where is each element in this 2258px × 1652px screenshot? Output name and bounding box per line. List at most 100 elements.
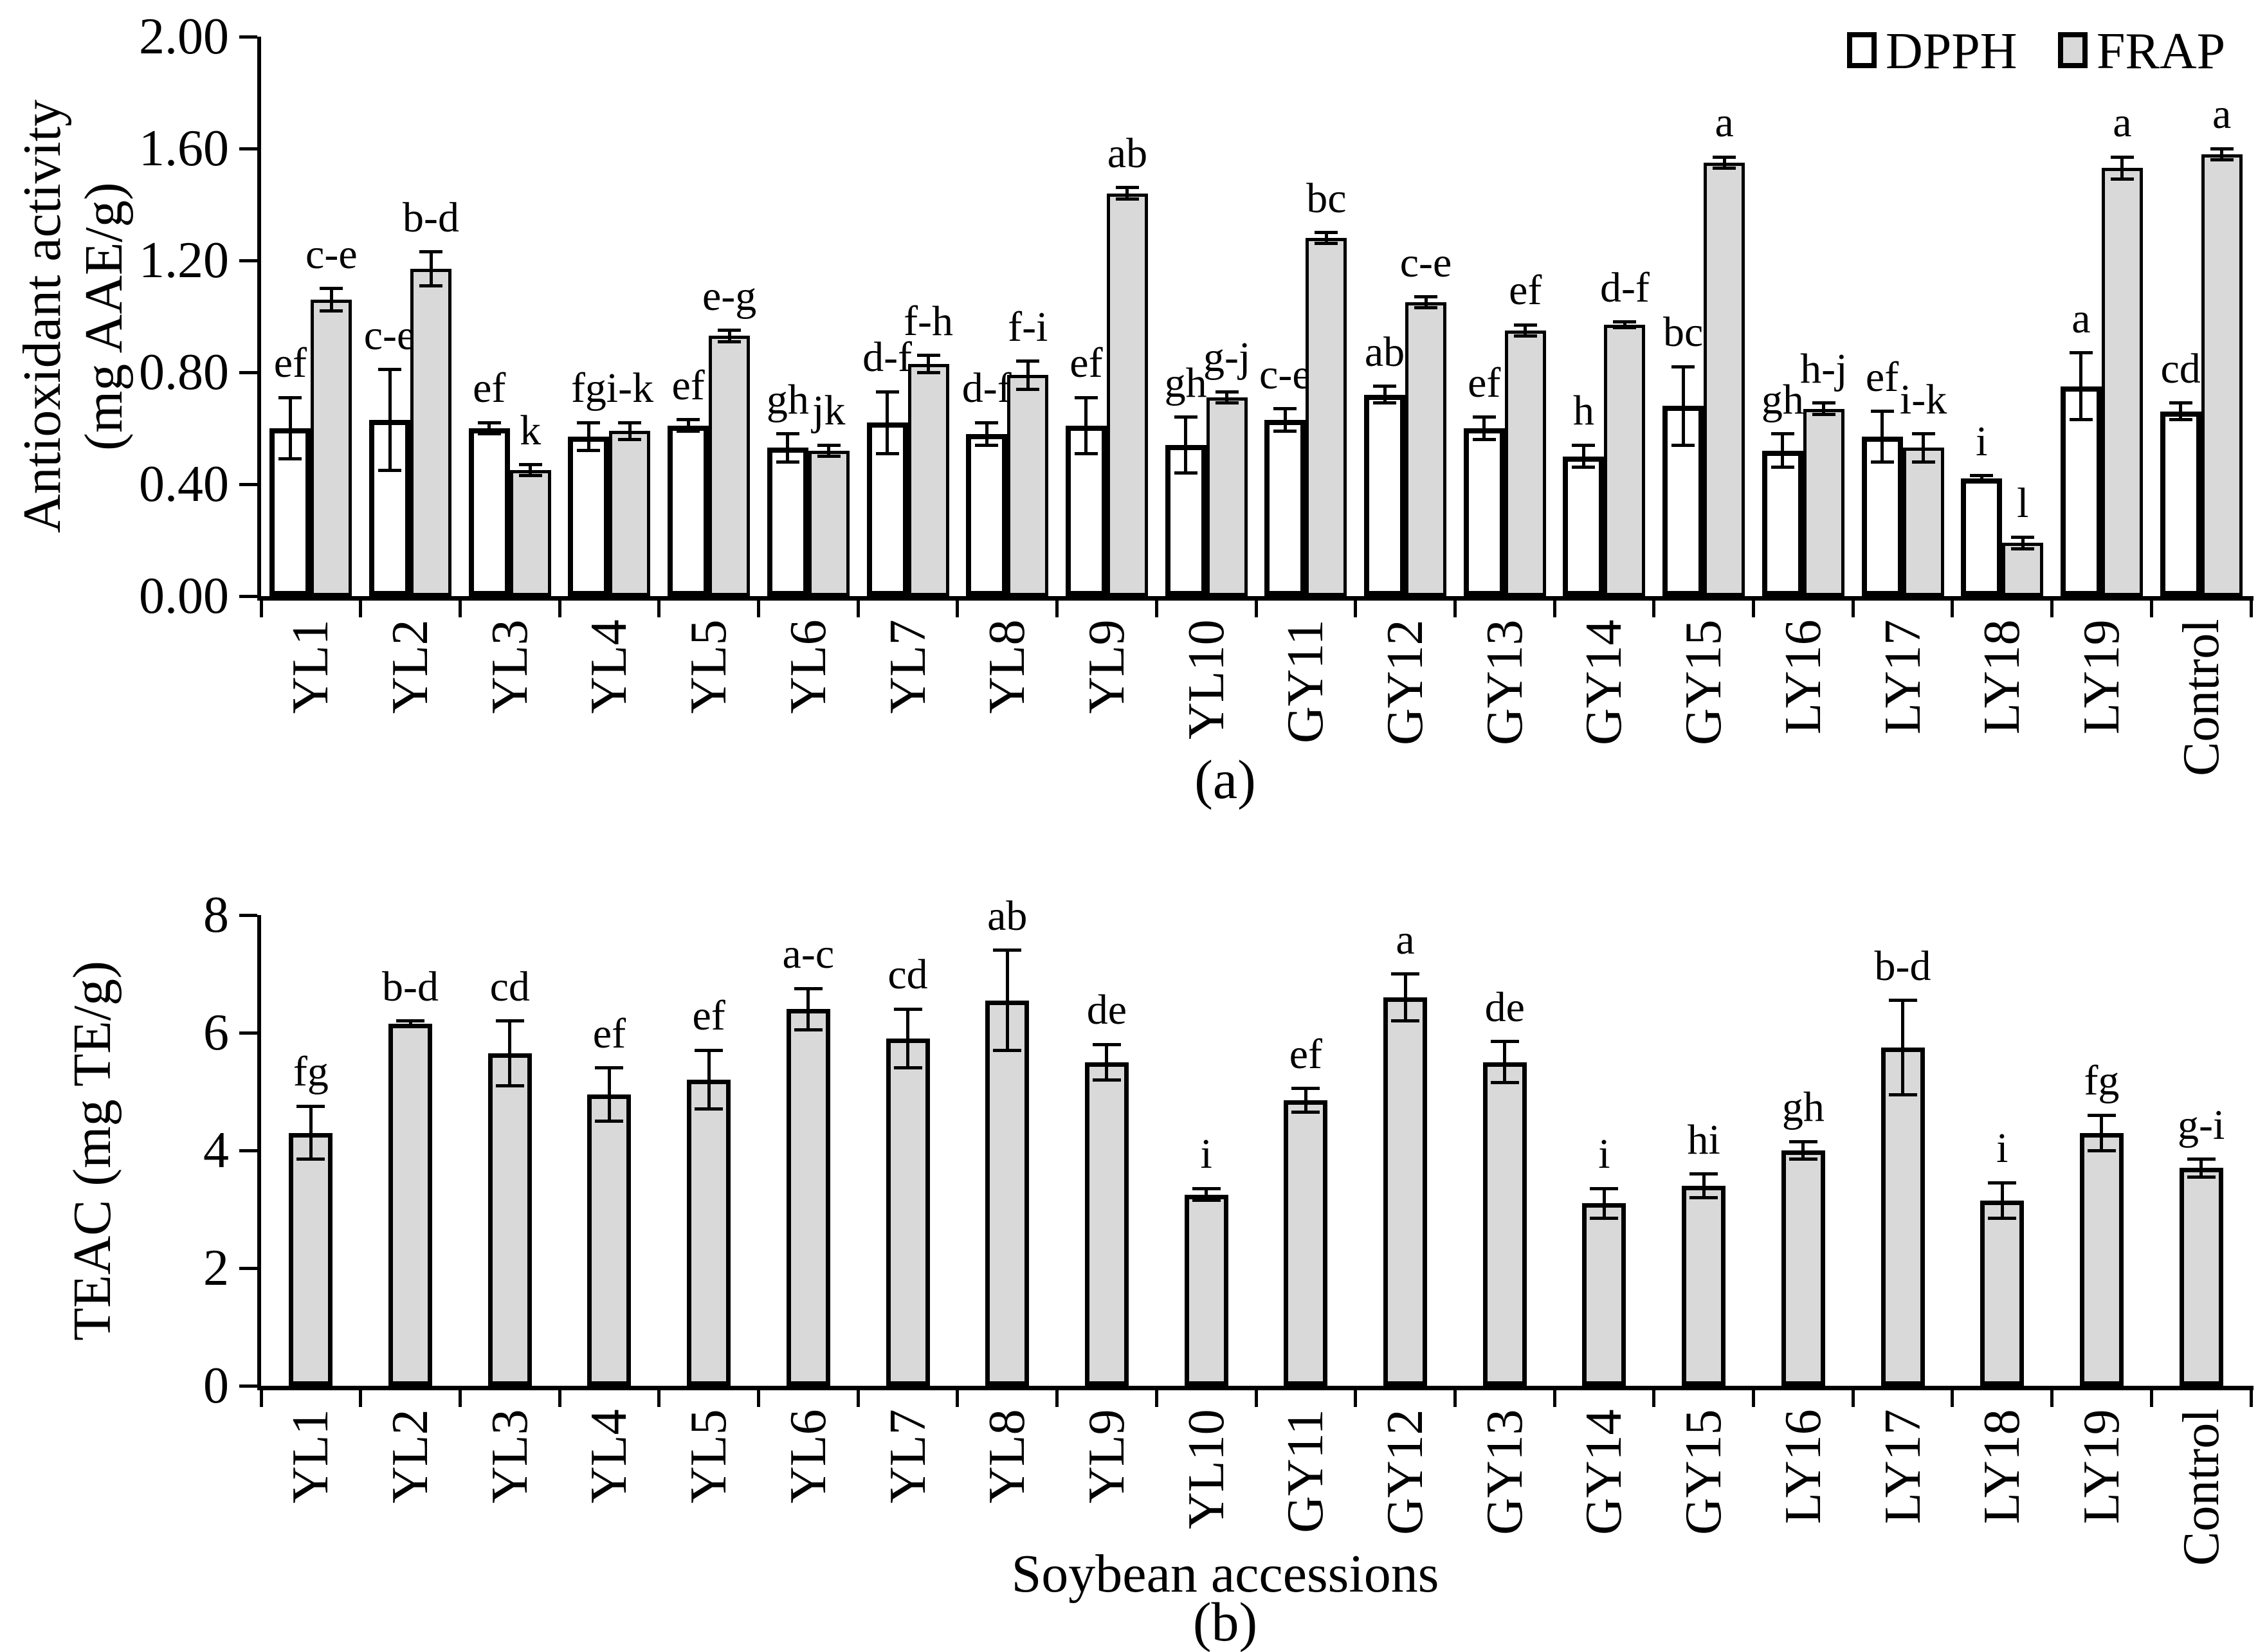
dpph-bar	[966, 433, 1008, 596]
significance-letter: d-f	[961, 365, 1012, 412]
dpph-bar	[1463, 428, 1505, 596]
error-bar-line	[1922, 433, 1926, 462]
significance-letter: jk	[812, 387, 846, 435]
error-bar-cap-bottom	[1490, 1081, 1519, 1085]
error-bar-cap-top	[1870, 410, 1894, 413]
error-bar-cap-bottom	[1870, 460, 1894, 464]
x-category-label: YL5	[680, 619, 738, 714]
x-category-label: YL4	[581, 1409, 638, 1503]
error-bar-cap-bottom	[577, 449, 601, 453]
dpph-bar	[1364, 394, 1406, 596]
x-category-label: Control	[2172, 1409, 2230, 1566]
error-bar-cap-top	[618, 421, 642, 424]
y-axis-line	[257, 37, 261, 601]
error-bar-cap-top	[419, 250, 443, 254]
error-bar-cap-bottom	[1391, 1019, 1420, 1023]
significance-letter: g-i	[2177, 1101, 2225, 1148]
error-bar-cap-top	[1970, 474, 1994, 478]
error-bar-cap-bottom	[378, 468, 402, 472]
x-tick	[458, 1390, 462, 1407]
x-category-label: YL7	[879, 619, 936, 714]
error-bar-line	[1105, 1044, 1109, 1080]
error-bar-cap-bottom	[1812, 412, 1835, 416]
y-tick-label: 2	[203, 1240, 229, 1296]
error-bar-cap-bottom	[1472, 437, 1496, 441]
significance-letter: ef	[1070, 340, 1103, 387]
x-tick	[259, 1390, 263, 1407]
frap-bar	[1206, 397, 1248, 596]
x-category-label: YL5	[680, 1409, 738, 1503]
error-bar-line	[1403, 974, 1407, 1021]
significance-letter: d-f	[862, 334, 913, 381]
x-category-label: YL3	[481, 1409, 538, 1503]
significance-letter: i	[1996, 1125, 2008, 1172]
x-category-label: LY16	[1774, 1409, 1832, 1524]
error-bar-cap-bottom	[1713, 166, 1736, 170]
frap-bar	[311, 299, 352, 596]
y-tick	[239, 35, 257, 39]
error-bar-cap-top	[1315, 231, 1338, 234]
significance-letter: i-k	[606, 365, 654, 412]
frap-bar	[907, 363, 949, 596]
teac-bar	[886, 1039, 930, 1386]
error-bar-line	[587, 422, 590, 451]
teac-bar	[1482, 1062, 1527, 1386]
error-bar-line	[2021, 537, 2025, 549]
dpph-bar	[369, 419, 411, 596]
teac-bar	[1582, 1203, 1626, 1386]
significance-letter: c-e	[1259, 350, 1311, 398]
significance-letter: cd	[2160, 345, 2201, 392]
x-tick	[1951, 601, 1954, 617]
x-tick	[1154, 601, 1158, 617]
error-bar-cap-top	[1689, 1172, 1718, 1176]
error-bar-cap-top	[1490, 1040, 1519, 1044]
error-bar-line	[686, 419, 690, 431]
error-bar-cap-bottom	[419, 284, 443, 287]
error-bar-line	[1681, 367, 1685, 446]
error-bar-cap-top	[1671, 365, 1695, 368]
significance-letter: fg	[570, 365, 606, 412]
x-axis-line	[257, 596, 2253, 601]
legend: DPPH FRAP	[1839, 15, 2251, 80]
frap-bar	[709, 336, 751, 596]
x-tick	[558, 601, 561, 617]
error-bar-cap-top	[577, 421, 601, 424]
error-bar-cap-bottom	[1689, 1195, 1718, 1199]
error-bar-cap-top	[495, 1019, 524, 1023]
error-bar-line	[429, 251, 433, 286]
x-category-label: YL6	[779, 619, 837, 714]
y-tick	[239, 259, 257, 262]
frap-bar	[808, 450, 850, 596]
x-tick	[657, 1390, 661, 1407]
significance-letter: h	[1572, 387, 1594, 435]
frap-bar	[2101, 168, 2143, 596]
error-bar-cap-top	[1273, 407, 1297, 411]
y-tick-label: 0.80	[139, 344, 229, 401]
error-bar-cap-bottom	[1115, 197, 1139, 201]
x-category-label: YL1	[282, 1409, 340, 1503]
error-bar-cap-bottom	[278, 457, 302, 461]
error-bar-line	[2120, 157, 2124, 179]
significance-letter: h-j	[1800, 345, 1848, 392]
error-bar-cap-top	[378, 368, 402, 372]
error-bar-cap-top	[993, 949, 1022, 952]
x-category-label: GY15	[1675, 1409, 1733, 1535]
frap-bar	[1604, 325, 1646, 596]
y-tick	[239, 1266, 257, 1270]
error-bar-cap-top	[1115, 186, 1139, 190]
x-tick	[1552, 1390, 1556, 1407]
y-tick	[239, 1148, 257, 1152]
x-category-label: YL2	[382, 1409, 439, 1503]
error-bar-cap-bottom	[1016, 387, 1040, 391]
error-bar-cap-top	[794, 986, 823, 990]
error-bar-cap-top	[1373, 385, 1397, 388]
significance-letter: l	[2017, 479, 2029, 527]
panel-b-plot-area: 0 2 4 6 8 fg b-d cd ef ef a-c cd ab de i ef a de i hi gh b-d i…	[0, 836, 2258, 1652]
error-bar-cap-bottom	[495, 1084, 524, 1087]
x-tick	[757, 1390, 760, 1407]
y-tick	[239, 1031, 257, 1035]
x-tick	[1453, 1390, 1457, 1407]
significance-letter: a	[1715, 99, 1734, 147]
error-bar-line	[1005, 950, 1009, 1051]
significance-letter: i	[1598, 1130, 1610, 1178]
